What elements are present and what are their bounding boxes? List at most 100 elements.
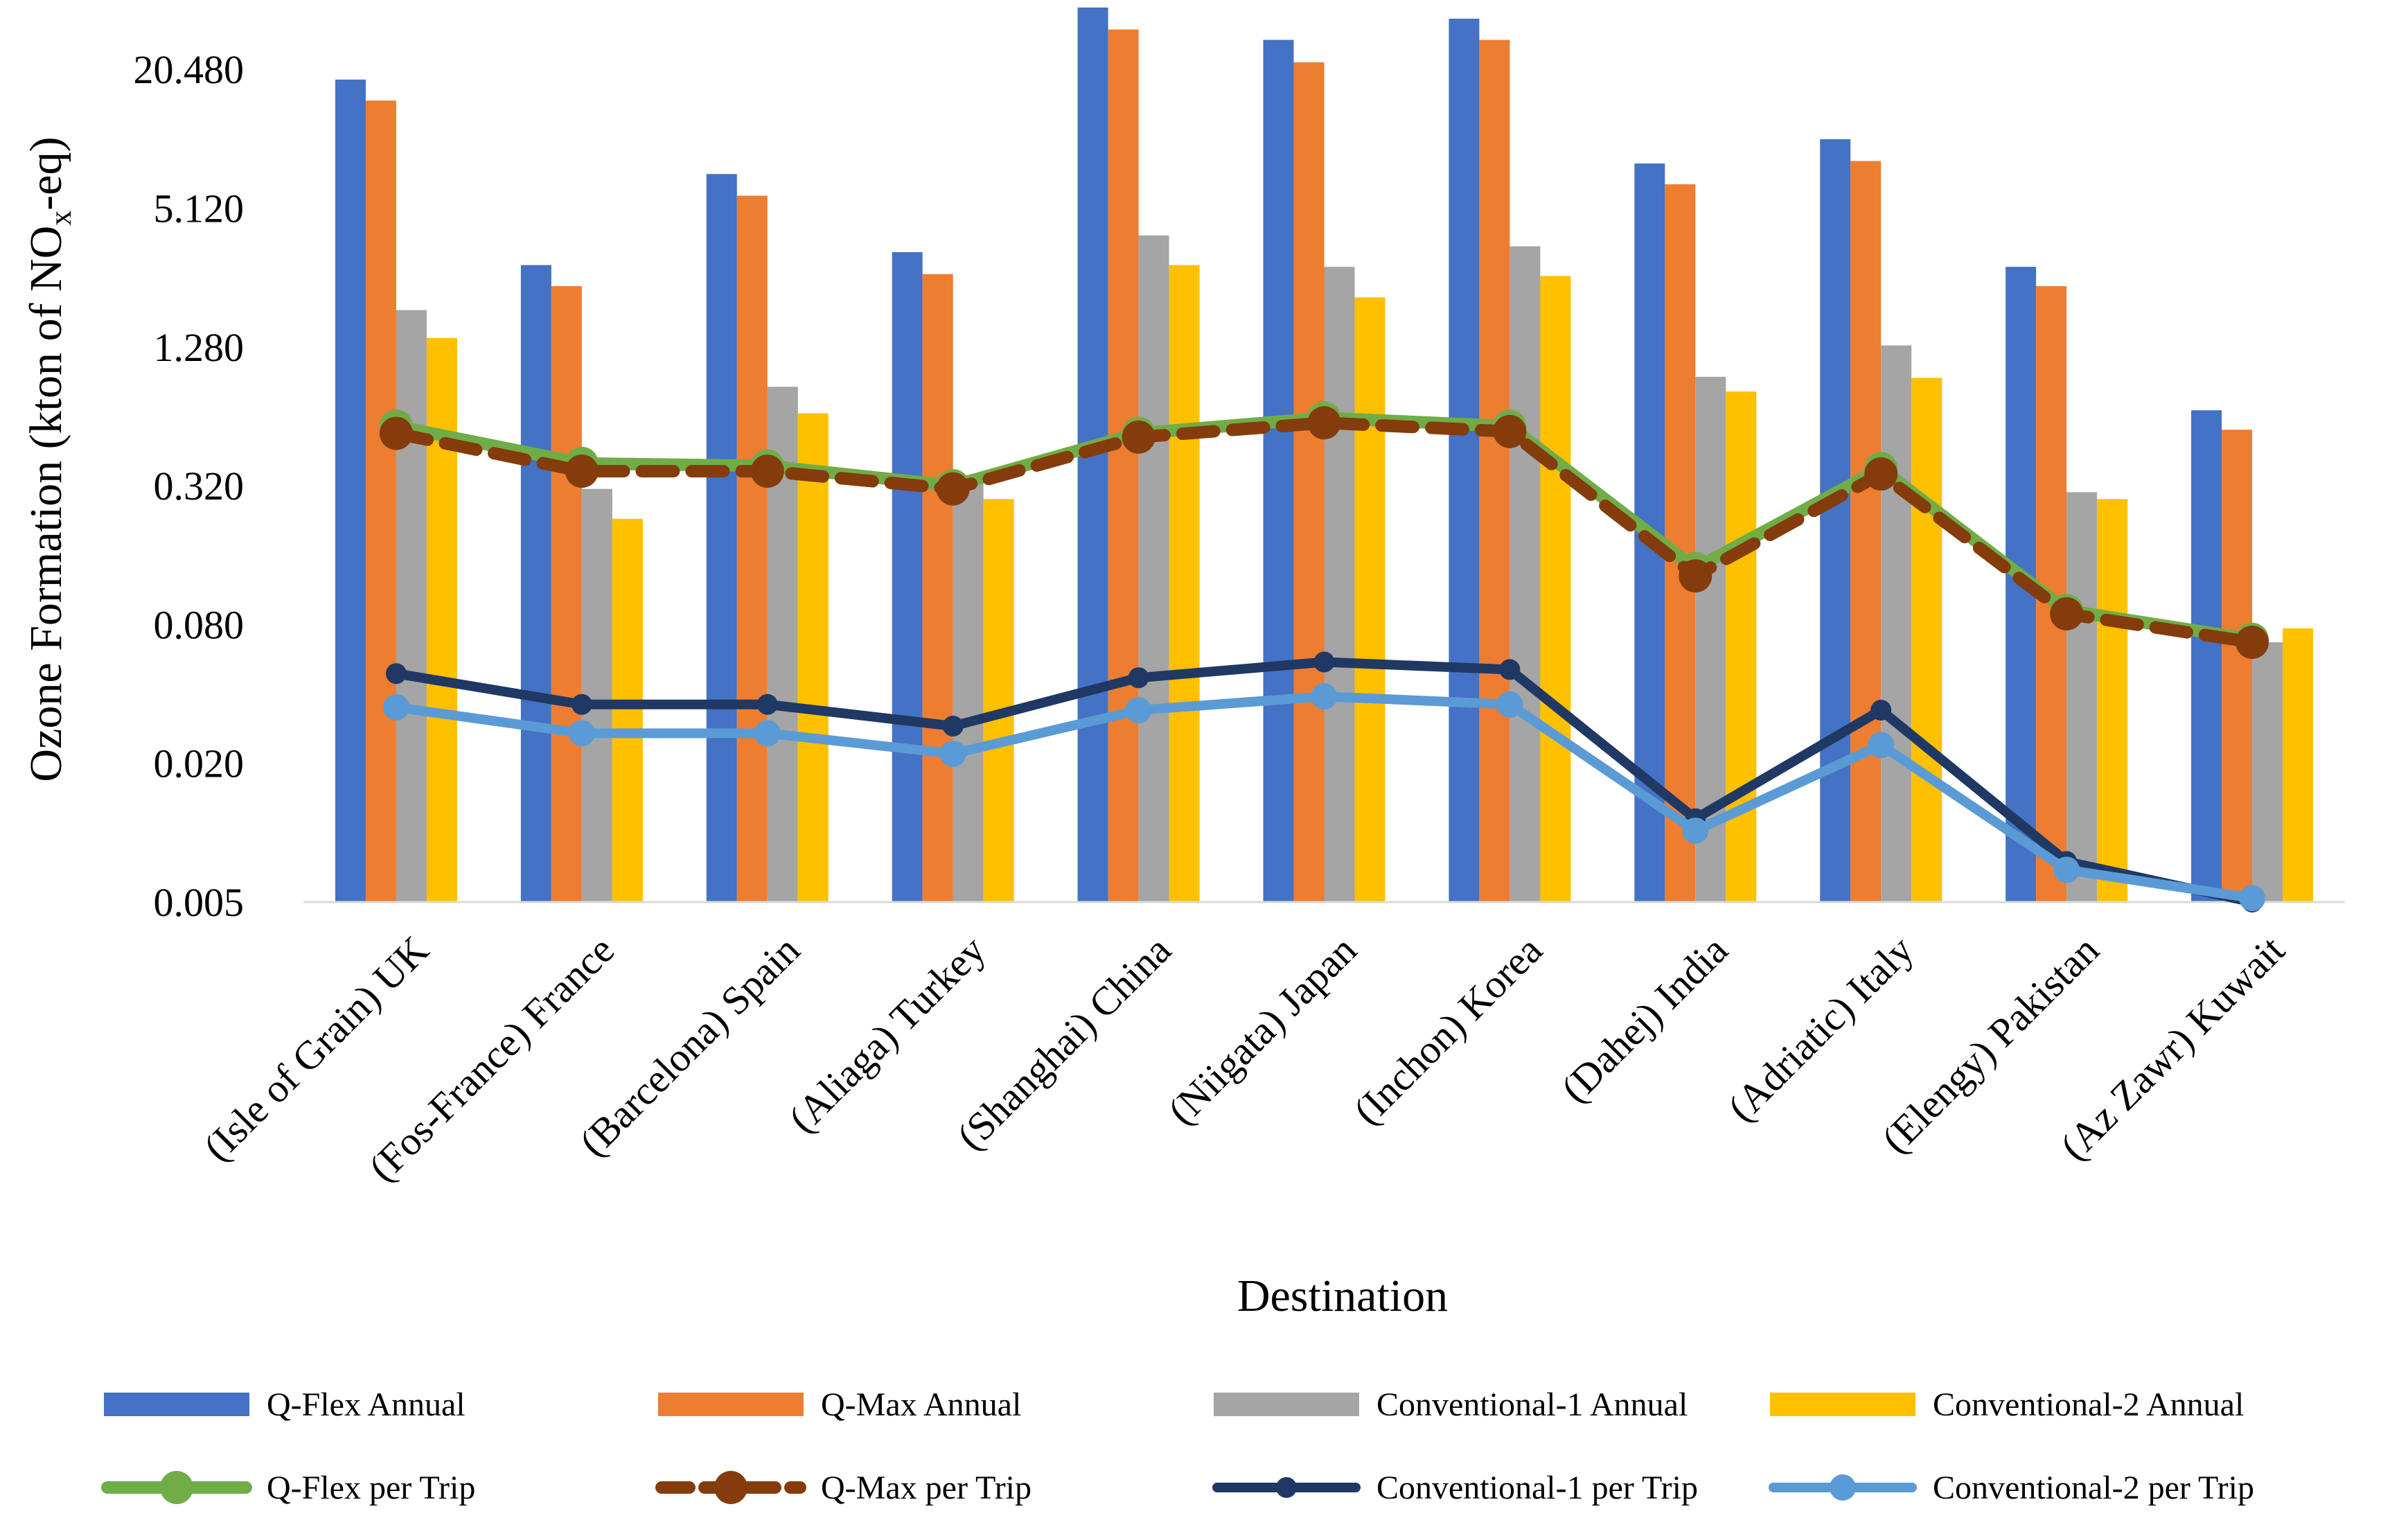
bar-conventional-2-annual <box>2097 499 2128 902</box>
legend-label-q-flex-per-trip: Q-Flex per Trip <box>267 1469 475 1506</box>
bar-conventional-1-annual <box>953 479 984 902</box>
marker-conventional-1-per-trip <box>942 716 964 737</box>
bar-conventional-2-annual <box>1354 297 1386 902</box>
legend-label-conventional-1-per-trip: Conventional-1 per Trip <box>1376 1469 1698 1506</box>
marker-conventional-1-per-trip <box>1870 700 1892 721</box>
bar-q-max-annual <box>922 274 953 902</box>
bar-conventional-1-annual <box>2252 642 2283 902</box>
marker-conventional-2-per-trip <box>568 720 595 747</box>
bar-conventional-1-annual <box>1138 235 1169 902</box>
bar-conventional-2-annual <box>426 337 457 902</box>
y-axis-title: Ozone Formation (kton of NOx-eq) <box>21 136 78 782</box>
marker-q-max-per-trip <box>379 416 413 450</box>
bar-conventional-2-annual <box>1726 391 1757 902</box>
bar-q-flex-annual <box>1263 39 1294 902</box>
bar-conventional-1-annual <box>1881 345 1912 902</box>
x-axis-title: Destination <box>1237 1271 1448 1321</box>
marker-conventional-1-per-trip <box>756 694 778 715</box>
marker-conventional-2-per-trip <box>1496 691 1523 718</box>
marker-conventional-2-per-trip <box>1682 817 1709 844</box>
bar-q-max-annual <box>2222 430 2253 902</box>
bar-q-flex-annual <box>706 174 737 902</box>
marker-conventional-2-per-trip <box>939 740 966 767</box>
bar-q-max-annual <box>736 195 768 902</box>
marker-q-max-per-trip <box>565 454 599 488</box>
bar-q-max-annual <box>1108 29 1139 903</box>
bar-q-max-annual <box>365 100 396 902</box>
y-axis-title-subscript: x <box>44 211 78 226</box>
marker-q-max-per-trip <box>1493 414 1527 448</box>
legend-swatch-conventional-1-annual <box>1214 1393 1359 1416</box>
x-category-label: (Aliaga) Turkey <box>780 927 994 1141</box>
legend: Q-Flex Annual Q-Max Annual Conventional-1 … <box>101 1386 2254 1506</box>
bar-q-max-annual <box>551 285 582 903</box>
y-tick-label: 0.320 <box>154 464 245 509</box>
y-axis-title-main: Ozone Formation (kton of NO <box>21 226 71 782</box>
marker-conventional-2-per-trip <box>1125 697 1152 724</box>
y-tick-label: 20.480 <box>134 47 245 92</box>
y-tick-label: 0.080 <box>154 602 245 647</box>
marker-q-max-per-trip <box>1864 457 1898 491</box>
marker-conventional-2-per-trip <box>2053 856 2080 883</box>
legend-marker-q-max-per-trip <box>714 1471 747 1504</box>
marker-q-max-per-trip <box>1122 420 1156 454</box>
bar-conventional-2-annual <box>797 413 829 902</box>
x-category-label: (Niigata) Japan <box>1159 927 1365 1133</box>
bar-conventional-2-annual <box>2283 628 2314 902</box>
bar-q-flex-annual <box>2191 410 2222 902</box>
marker-q-max-per-trip <box>750 454 784 488</box>
marker-q-max-per-trip <box>936 472 970 506</box>
x-category-label: (Dahej) India <box>1552 927 1737 1111</box>
bar-q-flex-annual <box>520 265 551 902</box>
line-q-max-per-trip <box>389 416 2259 649</box>
bar-conventional-1-annual <box>1324 267 1355 902</box>
bar-conventional-2-annual <box>983 499 1014 902</box>
legend-label-q-flex-annual: Q-Flex Annual <box>267 1386 466 1423</box>
legend-label-q-max-annual: Q-Max Annual <box>821 1386 1021 1423</box>
bar-conventional-1-annual <box>2066 492 2098 902</box>
bar-conventional-2-annual <box>612 518 643 902</box>
x-category-label: (Inchon) Korea <box>1345 927 1551 1133</box>
legend-swatch-conventional-2-annual <box>1770 1393 1915 1416</box>
y-tick-label: 1.280 <box>154 325 245 370</box>
legend-marker-q-flex-per-trip <box>160 1471 193 1504</box>
legend-swatch-q-flex-annual <box>104 1393 249 1416</box>
marker-q-max-per-trip <box>2050 597 2084 630</box>
legend-marker-conventional-2-per-trip <box>1830 1474 1856 1501</box>
bar-conventional-2-annual <box>1169 265 1200 902</box>
legend-label-conventional-1-annual: Conventional-1 Annual <box>1376 1386 1688 1423</box>
bar-q-flex-annual <box>892 251 923 902</box>
legend-label-conventional-2-per-trip: Conventional-2 per Trip <box>1933 1469 2254 1506</box>
y-axis-title-end: -eq) <box>21 136 71 210</box>
bar-conventional-2-annual <box>1540 276 1571 903</box>
marker-conventional-2-per-trip <box>382 694 409 721</box>
legend-label-q-max-per-trip: Q-Max per Trip <box>821 1469 1032 1506</box>
y-tick-label: 0.005 <box>154 880 245 925</box>
marker-conventional-1-per-trip <box>1128 667 1149 689</box>
legend-marker-conventional-1-per-trip <box>1276 1477 1297 1498</box>
bar-q-flex-annual <box>335 79 366 902</box>
marker-conventional-1-per-trip <box>571 694 592 715</box>
marker-conventional-1-per-trip <box>1499 659 1521 680</box>
bar-conventional-1-annual <box>1510 246 1541 902</box>
bar-conventional-1-annual <box>396 310 427 903</box>
marker-q-max-per-trip <box>1679 559 1712 593</box>
bar-q-max-annual <box>1293 62 1325 902</box>
y-axis-ticks: 0.005 0.020 0.080 0.320 1.280 5.120 20.480 <box>134 47 245 925</box>
marker-q-max-per-trip <box>2236 626 2269 660</box>
legend-swatch-q-max-annual <box>658 1393 804 1416</box>
marker-conventional-2-per-trip <box>1868 732 1895 759</box>
legend-label-conventional-2-annual: Conventional-2 Annual <box>1933 1386 2244 1423</box>
marker-q-max-per-trip <box>1307 406 1341 440</box>
marker-conventional-1-per-trip <box>385 663 407 685</box>
bar-q-max-annual <box>1479 39 1510 902</box>
y-tick-label: 0.020 <box>154 741 245 786</box>
bar-conventional-2-annual <box>1911 378 1942 902</box>
x-category-label: (Adriatic) Italy <box>1719 927 1922 1130</box>
marker-conventional-2-per-trip <box>754 720 781 747</box>
marker-conventional-2-per-trip <box>2239 885 2266 912</box>
bar-q-max-annual <box>1850 161 1882 903</box>
bar-q-flex-annual <box>1449 18 1480 903</box>
x-axis-category-labels: (Isle of Grain) UK(Fos-France) France(Ba… <box>195 927 2293 1190</box>
